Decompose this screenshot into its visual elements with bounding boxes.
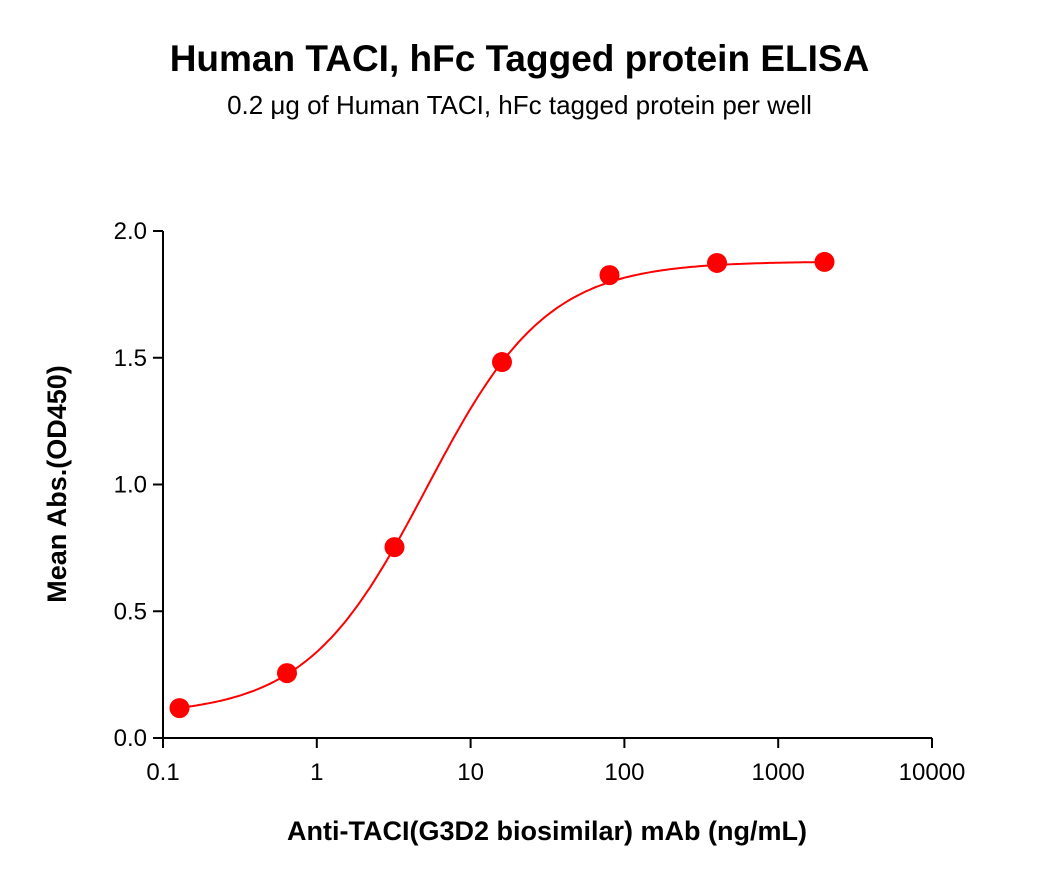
y-tick-label: 0.0	[114, 725, 147, 752]
x-tick-label: 0.1	[146, 759, 179, 786]
x-axis-label: Anti-TACI(G3D2 biosimilar) mAb (ng/mL)	[287, 816, 807, 846]
data-point	[814, 251, 835, 272]
y-tick-label: 1.5	[114, 345, 147, 372]
x-tick-label: 100	[604, 759, 644, 786]
fit-curve	[179, 261, 825, 709]
x-tick-label: 1	[310, 759, 323, 786]
y-tick-label: 2.0	[114, 218, 147, 245]
y-tick-label: 0.5	[114, 598, 147, 625]
data-point	[169, 698, 190, 719]
data-point	[491, 352, 512, 373]
x-tick-label: 10	[457, 759, 484, 786]
y-axis-label: Mean Abs.(OD450)	[42, 365, 72, 603]
x-tick-label: 1000	[752, 759, 805, 786]
data-point	[276, 663, 297, 684]
chart-title: Human TACI, hFc Tagged protein ELISA	[169, 38, 870, 79]
chart-subtitle: 0.2 μg of Human TACI, hFc tagged protein…	[227, 90, 812, 120]
data-point	[706, 252, 727, 273]
data-point	[599, 265, 620, 286]
x-tick-label: 10000	[899, 759, 966, 786]
y-tick-label: 1.0	[114, 472, 147, 499]
data-point	[384, 537, 405, 558]
